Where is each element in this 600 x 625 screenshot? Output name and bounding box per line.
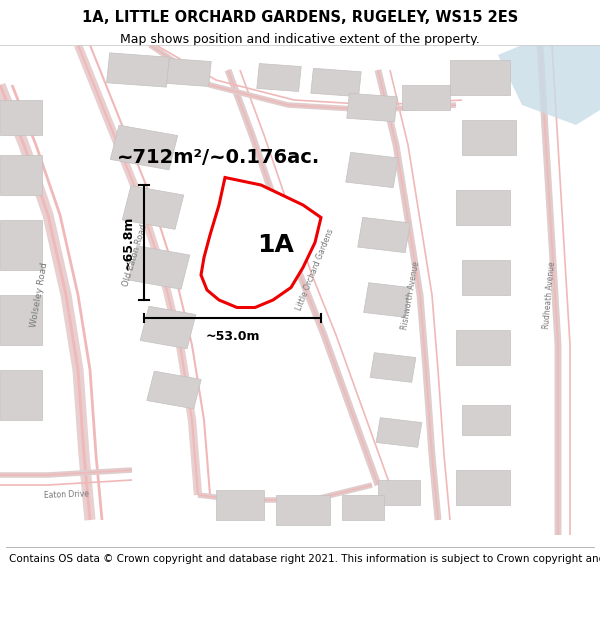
Polygon shape [0, 295, 42, 345]
Polygon shape [110, 125, 178, 170]
Polygon shape [0, 220, 42, 270]
Polygon shape [167, 59, 211, 86]
Polygon shape [456, 190, 510, 225]
Polygon shape [462, 260, 510, 295]
Text: Little Orchard Gardens: Little Orchard Gardens [295, 228, 335, 312]
Polygon shape [140, 306, 196, 349]
Text: Old Eaton Road: Old Eaton Road [121, 222, 149, 288]
Polygon shape [347, 93, 397, 122]
Polygon shape [370, 352, 416, 382]
Text: Rudheath Avenue: Rudheath Avenue [542, 261, 556, 329]
Polygon shape [107, 53, 169, 87]
Text: Eaton Drive: Eaton Drive [43, 490, 89, 500]
Text: 1A, LITTLE ORCHARD GARDENS, RUGELEY, WS15 2ES: 1A, LITTLE ORCHARD GARDENS, RUGELEY, WS1… [82, 10, 518, 25]
Polygon shape [342, 495, 384, 520]
Polygon shape [311, 68, 361, 97]
Polygon shape [128, 246, 190, 289]
Text: ~53.0m: ~53.0m [205, 330, 260, 343]
Polygon shape [402, 85, 450, 110]
Polygon shape [257, 64, 301, 91]
Text: ~712m²/~0.176ac.: ~712m²/~0.176ac. [117, 148, 320, 167]
Polygon shape [0, 155, 42, 195]
Polygon shape [364, 282, 410, 318]
Polygon shape [216, 490, 264, 520]
Polygon shape [456, 330, 510, 365]
Text: Wolseley Road: Wolseley Road [29, 262, 49, 328]
Polygon shape [462, 405, 510, 435]
Polygon shape [358, 217, 410, 252]
Polygon shape [378, 480, 420, 505]
Polygon shape [0, 370, 42, 420]
Text: Map shows position and indicative extent of the property.: Map shows position and indicative extent… [120, 33, 480, 46]
Polygon shape [456, 470, 510, 505]
Text: ~65.8m: ~65.8m [122, 215, 135, 270]
Polygon shape [462, 120, 516, 155]
Polygon shape [276, 495, 330, 525]
Polygon shape [122, 186, 184, 229]
Text: 1A: 1A [257, 233, 295, 257]
Polygon shape [147, 371, 201, 409]
Polygon shape [0, 100, 42, 135]
Polygon shape [376, 418, 422, 447]
Polygon shape [346, 152, 398, 188]
Polygon shape [498, 45, 600, 125]
Polygon shape [450, 60, 510, 95]
Text: Rishworth Avenue: Rishworth Avenue [401, 260, 421, 330]
Polygon shape [201, 177, 321, 308]
Text: Contains OS data © Crown copyright and database right 2021. This information is : Contains OS data © Crown copyright and d… [9, 554, 600, 564]
